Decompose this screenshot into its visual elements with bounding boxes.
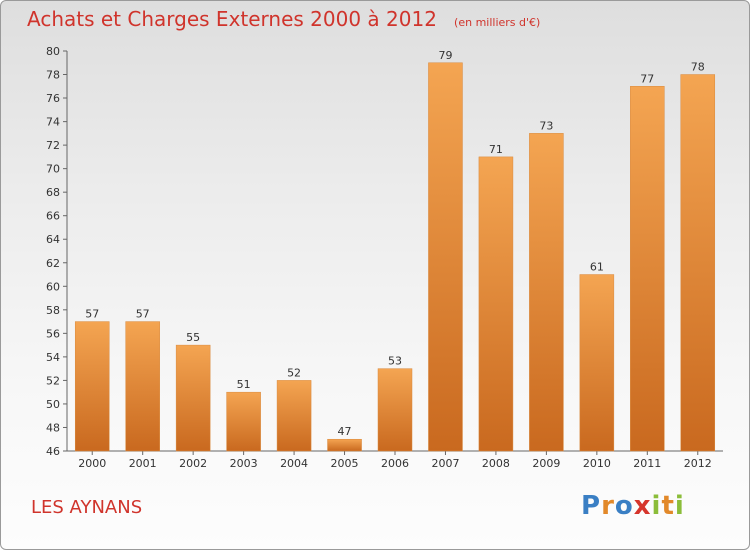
bar-2002 [175,344,211,452]
chart-title: Achats et Charges Externes 2000 à 2012 [27,7,437,31]
value-label-2006: 53 [388,355,402,368]
x-tick-label-2012: 2012 [684,457,712,470]
value-label-2011: 77 [640,72,654,85]
y-tick-label: 48 [46,421,60,434]
logo-letter: r [601,491,615,521]
value-label-2005: 47 [338,425,352,438]
bar-2005 [327,438,362,452]
x-axis: 2000 2001 2002 2003 2004 2005 2006 2007 2008 2009… [67,450,723,470]
logo-letter: x [633,491,652,521]
y-tick-label: 80 [46,45,60,58]
y-tick-label: 62 [46,257,60,270]
value-label-2009: 73 [539,119,553,132]
y-tick-label: 64 [46,233,60,246]
x-tick-label-2008: 2008 [482,457,510,470]
y-tick-label: 50 [46,398,60,411]
bar-2000 [74,321,110,452]
logo-letter: i [651,491,662,521]
value-label-2003: 51 [237,378,251,391]
x-tick-label-2009: 2009 [532,457,560,470]
value-label-2004: 52 [287,366,301,379]
bar-2007 [428,62,463,452]
logo-letter: P [581,491,602,521]
logo-letter: t [661,491,675,521]
x-tick-label-2000: 2000 [78,457,106,470]
y-tick-label: 60 [46,280,60,293]
bar-2006 [377,368,413,452]
y-axis: 46 48 50 52 54 56 58 60 62 64 66 68 70 72 74 76 78 80 [46,45,68,458]
x-tick-label-2004: 2004 [280,457,308,470]
logo-letter: o [614,491,634,521]
logo-letter: i [674,491,685,521]
bar-2010 [579,274,615,452]
x-tick-label-2003: 2003 [230,457,258,470]
proxiti-logo: Proxiti [581,491,685,521]
value-label-2007: 79 [438,49,452,62]
bar-2004 [276,380,312,452]
value-label-2012: 78 [691,61,705,74]
y-tick-label: 58 [46,304,60,317]
x-tick-label-2001: 2001 [129,457,157,470]
y-tick-label: 54 [46,351,60,364]
x-tick-label-2002: 2002 [179,457,207,470]
y-tick-label: 56 [46,327,60,340]
bar-2009 [529,133,564,452]
y-tick-label: 72 [46,139,60,152]
y-tick-label: 76 [46,92,60,105]
bar-2001 [125,321,160,452]
bar-2008 [478,156,514,452]
y-tick-label: 52 [46,374,60,387]
x-tick-label-2006: 2006 [381,457,409,470]
title-row: Achats et Charges Externes 2000 à 2012 (… [27,7,540,31]
bar-2012 [680,74,716,452]
value-label-2001: 57 [136,308,150,321]
value-label-2000: 57 [85,308,99,321]
y-tick-label: 78 [46,69,60,82]
bar-2003 [226,391,261,452]
y-tick-label: 46 [46,445,60,458]
bar-2011 [630,86,665,452]
y-tick-label: 68 [46,186,60,199]
y-tick-label: 74 [46,116,60,129]
x-tick-label-2011: 2011 [633,457,661,470]
y-tick-label: 70 [46,163,60,176]
x-tick-label-2010: 2010 [583,457,611,470]
value-labels: 57 57 55 51 52 47 53 79 71 73 61 77 78 [85,49,705,438]
x-tick-label-2005: 2005 [331,457,359,470]
x-tick-label-2007: 2007 [431,457,459,470]
value-label-2002: 55 [186,331,200,344]
value-label-2008: 71 [489,143,503,156]
place-name: LES AYNANS [31,497,143,518]
chart-subtitle: (en milliers d'€) [454,16,541,29]
bars [74,62,716,452]
value-label-2010: 61 [590,261,604,274]
y-tick-label: 66 [46,210,60,223]
